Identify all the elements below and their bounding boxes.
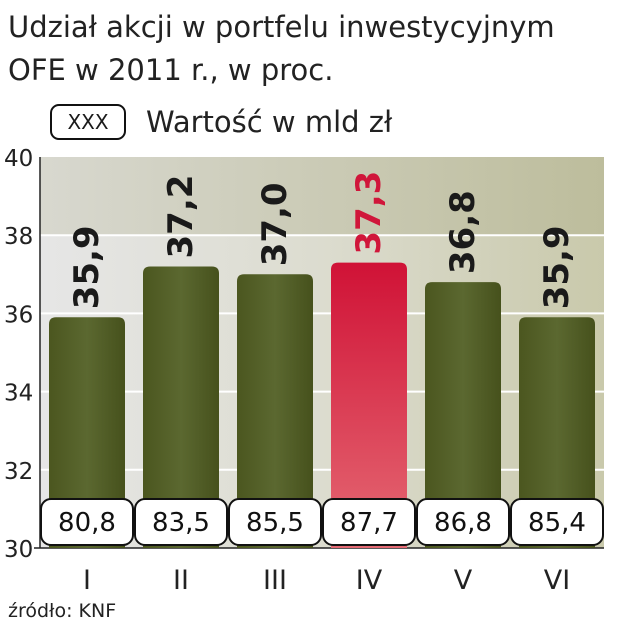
- y-tick-label: 38: [4, 224, 33, 250]
- y-tick-label: 32: [4, 459, 33, 485]
- legend-value-box: XXX: [50, 104, 126, 140]
- y-tick-label: 30: [4, 537, 33, 563]
- x-axis: I II III IV V VI: [83, 565, 570, 596]
- bar: [237, 274, 313, 548]
- legend: XXX Wartość w mld zł: [50, 101, 392, 143]
- amount-label: 86,8: [434, 508, 492, 538]
- x-tick-label: III: [263, 565, 287, 596]
- amount-box: [322, 498, 416, 546]
- amount-label: 85,4: [528, 508, 586, 538]
- bar-chart: 30 32 34 36 38 40 35,9 37,2 37,0 37,3 36,8 35,9 80…: [4, 146, 604, 596]
- y-axis: 30 32 34 36 38 40: [4, 146, 604, 563]
- x-tick-label: VI: [544, 565, 570, 596]
- source-note: źródło: KNF: [8, 600, 117, 622]
- amount-box: [228, 498, 322, 546]
- bars: [49, 262, 595, 548]
- amount-label: 83,5: [152, 508, 210, 538]
- amount-label: 87,7: [340, 508, 398, 538]
- bar: [49, 317, 125, 548]
- amount-label: 80,8: [58, 508, 116, 538]
- grid-lines: [40, 234, 604, 471]
- bar: [519, 317, 595, 548]
- amount-box: [416, 498, 510, 546]
- plot-background: [40, 157, 604, 548]
- bar: [425, 282, 501, 548]
- bar-value-label: 35,9: [67, 225, 107, 309]
- bar-value-label: 37,0: [255, 182, 295, 266]
- x-tick-label: V: [454, 565, 473, 596]
- plot-top-band: [40, 157, 604, 236]
- chart-title: Udział akcji w portfelu inwestycyjnym OF…: [8, 10, 555, 87]
- x-tick-label: II: [173, 565, 189, 596]
- x-tick-label: I: [83, 565, 91, 596]
- amount-box: [134, 498, 228, 546]
- x-tick-label: IV: [356, 565, 383, 596]
- amount-box: [40, 498, 134, 546]
- amount-boxes: 80,8 83,5 85,5 87,7 86,8 85,4: [40, 498, 604, 546]
- y-tick-label: 34: [4, 381, 33, 407]
- y-tick-label: 40: [4, 146, 33, 172]
- bar-value-label: 35,9: [537, 225, 577, 309]
- amount-box: [510, 498, 604, 546]
- value-labels: 35,9 37,2 37,0 37,3 36,8 35,9: [67, 171, 577, 310]
- y-tick-label: 36: [4, 302, 33, 328]
- legend-label: Wartość w mld zł: [146, 105, 393, 139]
- bar-value-label: 37,3: [349, 171, 389, 255]
- bar: [143, 266, 219, 548]
- bar: [331, 262, 407, 548]
- amount-label: 85,5: [246, 508, 304, 538]
- bar-value-label: 37,2: [161, 175, 201, 259]
- bar-value-label: 36,8: [443, 190, 483, 274]
